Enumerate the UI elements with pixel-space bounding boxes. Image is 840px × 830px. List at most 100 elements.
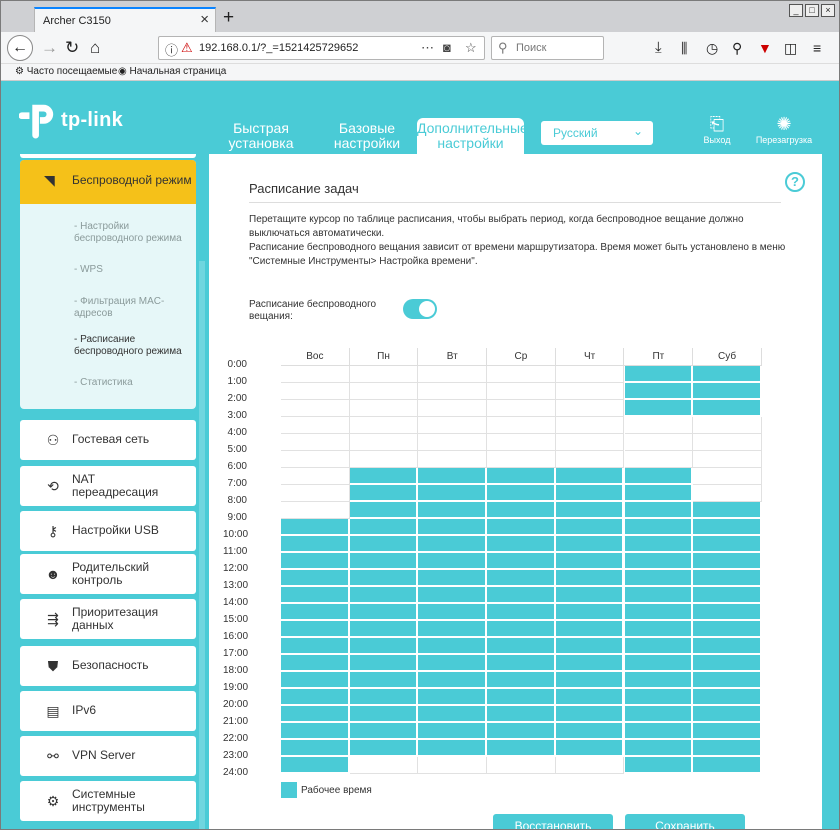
schedule-cell[interactable] xyxy=(487,400,556,417)
schedule-cell[interactable] xyxy=(281,400,350,417)
schedule-cell[interactable] xyxy=(624,723,694,740)
schedule-cell[interactable] xyxy=(349,638,419,655)
bookmark-star-icon[interactable]: ☆ xyxy=(465,40,477,55)
schedule-cell[interactable] xyxy=(693,706,762,723)
schedule-cell[interactable] xyxy=(349,502,419,519)
subitem-wps[interactable]: - WPS xyxy=(74,264,103,275)
schedule-cell[interactable] xyxy=(624,553,694,570)
schedule-cell[interactable] xyxy=(555,468,625,485)
schedule-cell[interactable] xyxy=(418,570,488,587)
save-button[interactable]: Сохранить xyxy=(625,814,745,829)
schedule-cell[interactable] xyxy=(418,638,488,655)
schedule-cell[interactable] xyxy=(418,757,488,774)
schedule-cell[interactable] xyxy=(281,655,350,672)
tab-quick-setup[interactable]: Быстрая установка xyxy=(228,120,294,151)
schedule-cell[interactable] xyxy=(624,672,694,689)
schedule-cell[interactable] xyxy=(349,587,419,604)
schedule-cell[interactable] xyxy=(281,536,350,553)
schedule-cell[interactable] xyxy=(487,723,556,740)
schedule-cell[interactable] xyxy=(487,519,556,536)
schedule-cell[interactable] xyxy=(349,519,419,536)
menu-icon[interactable]: ≡ xyxy=(813,40,822,56)
schedule-cell[interactable] xyxy=(487,502,556,519)
schedule-cell[interactable] xyxy=(487,383,556,400)
schedule-cell[interactable] xyxy=(418,400,488,417)
schedule-cell[interactable] xyxy=(555,485,625,502)
schedule-cell[interactable] xyxy=(418,451,488,468)
schedule-cell[interactable] xyxy=(624,366,694,383)
schedule-cell[interactable] xyxy=(349,604,419,621)
schedule-cell[interactable] xyxy=(555,553,625,570)
schedule-cell[interactable] xyxy=(555,587,625,604)
schedule-cell[interactable] xyxy=(487,740,556,757)
library-icon[interactable]: ⫼ xyxy=(681,40,688,56)
schedule-cell[interactable] xyxy=(487,417,556,434)
schedule-cell[interactable] xyxy=(418,468,488,485)
schedule-cell[interactable] xyxy=(555,621,625,638)
schedule-cell[interactable] xyxy=(418,536,488,553)
schedule-cell[interactable] xyxy=(555,383,625,400)
schedule-cell[interactable] xyxy=(418,740,488,757)
new-tab-icon[interactable]: + xyxy=(223,7,235,28)
schedule-cell[interactable] xyxy=(281,672,350,689)
sidebar-item-guest[interactable]: ⚇ Гостевая сеть xyxy=(20,420,196,460)
schedule-cell[interactable] xyxy=(281,468,350,485)
schedule-cell[interactable] xyxy=(624,519,694,536)
schedule-cell[interactable] xyxy=(349,757,419,774)
schedule-cell[interactable] xyxy=(555,638,625,655)
schedule-cell[interactable] xyxy=(624,451,694,468)
schedule-cell[interactable] xyxy=(624,434,694,451)
search-box[interactable]: ⚲ Поиск xyxy=(491,36,604,60)
schedule-cell[interactable] xyxy=(281,366,350,383)
schedule-cell[interactable] xyxy=(281,519,350,536)
schedule-cell[interactable] xyxy=(349,451,419,468)
schedule-cell[interactable] xyxy=(349,434,419,451)
schedule-cell[interactable] xyxy=(418,655,488,672)
schedule-cell[interactable] xyxy=(624,638,694,655)
schedule-cell[interactable] xyxy=(281,621,350,638)
schedule-cell[interactable] xyxy=(418,706,488,723)
schedule-cell[interactable] xyxy=(555,434,625,451)
schedule-cell[interactable] xyxy=(693,570,762,587)
logout-button[interactable]: ⎗ Выход xyxy=(701,113,733,145)
schedule-cell[interactable] xyxy=(693,434,762,451)
schedule-cell[interactable] xyxy=(349,570,419,587)
help-icon[interactable]: ? xyxy=(785,172,805,192)
schedule-cell[interactable] xyxy=(281,706,350,723)
subitem-wireless-settings[interactable]: - Настройки беспроводного режима xyxy=(74,221,182,244)
schedule-cell[interactable] xyxy=(555,519,625,536)
schedule-cell[interactable] xyxy=(624,485,694,502)
schedule-cell[interactable] xyxy=(349,366,419,383)
schedule-cell[interactable] xyxy=(624,570,694,587)
schedule-cell[interactable] xyxy=(624,604,694,621)
schedule-cell[interactable] xyxy=(693,672,762,689)
schedule-cell[interactable] xyxy=(693,553,762,570)
schedule-cell[interactable] xyxy=(418,723,488,740)
url-bar[interactable]: ⓘ ⚠ 192.168.0.1/?_=1521425729652 ⋯ ◙ ☆ xyxy=(158,36,485,60)
schedule-cell[interactable] xyxy=(555,689,625,706)
schedule-cell[interactable] xyxy=(693,400,762,417)
schedule-cell[interactable] xyxy=(349,706,419,723)
schedule-cell[interactable] xyxy=(418,417,488,434)
schedule-cell[interactable] xyxy=(487,706,556,723)
schedule-grid[interactable] xyxy=(281,365,762,774)
schedule-cell[interactable] xyxy=(281,502,350,519)
schedule-cell[interactable] xyxy=(624,740,694,757)
schedule-cell[interactable] xyxy=(555,706,625,723)
schedule-cell[interactable] xyxy=(693,468,762,485)
schedule-cell[interactable] xyxy=(624,468,694,485)
schedule-cell[interactable] xyxy=(281,689,350,706)
schedule-cell[interactable] xyxy=(624,383,694,400)
schedule-cell[interactable] xyxy=(349,723,419,740)
sidebar-item-ipv6[interactable]: ▤ IPv6 xyxy=(20,691,196,731)
schedule-cell[interactable] xyxy=(555,740,625,757)
history-icon[interactable]: ◷ xyxy=(706,40,719,56)
close-tab-icon[interactable]: × xyxy=(200,11,209,28)
minimize-icon[interactable]: _ xyxy=(789,4,803,17)
schedule-cell[interactable] xyxy=(693,587,762,604)
back-arrow-icon[interactable]: ← xyxy=(7,35,33,61)
schedule-cell[interactable] xyxy=(624,621,694,638)
subitem-statistics[interactable]: - Статистика xyxy=(74,377,133,388)
schedule-cell[interactable] xyxy=(693,604,762,621)
ublock-icon[interactable]: ▼ xyxy=(758,40,772,56)
